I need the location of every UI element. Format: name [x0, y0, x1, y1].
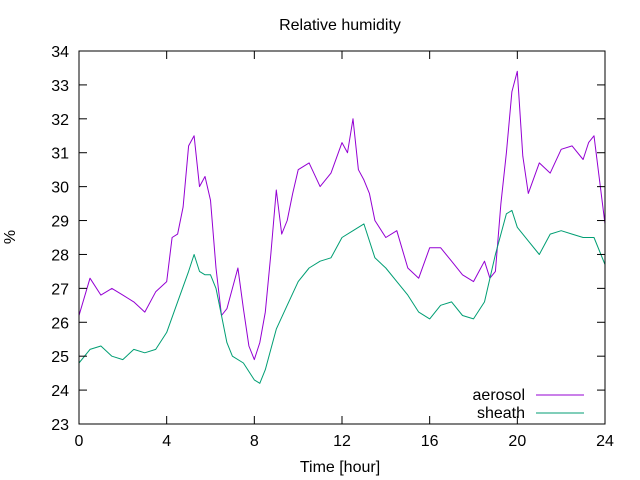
plot-frame — [78, 50, 606, 425]
x-tick-label: 24 — [596, 433, 614, 450]
y-tick-label: 23 — [51, 417, 69, 434]
y-tick-label: 24 — [51, 383, 69, 400]
y-tick-label: 33 — [51, 78, 69, 95]
x-tick-label: 20 — [508, 433, 526, 450]
y-tick-label: 34 — [51, 44, 69, 61]
y-axis-label: % — [2, 230, 19, 244]
x-tick-label: 8 — [250, 433, 259, 450]
y-tick-label: 30 — [51, 180, 69, 197]
y-tick-label: 32 — [51, 112, 69, 129]
legend: aerosol sheath — [473, 387, 584, 422]
y-tick-label: 25 — [51, 349, 69, 366]
x-tick-label: 12 — [333, 433, 351, 450]
y-tick-label: 27 — [51, 281, 69, 298]
series-layer — [78, 70, 606, 384]
y-tick-label: 26 — [51, 315, 69, 332]
y-tick-label: 31 — [51, 146, 69, 163]
tick-layer: 23 24 25 26 27 28 29 30 31 32 33 34 0 4 8 12 16 20 24 — [51, 44, 614, 450]
legend-label-aerosol: aerosol — [473, 387, 525, 404]
x-tick-label: 0 — [75, 433, 84, 450]
x-tick-label: 4 — [162, 433, 171, 450]
y-tick-label: 28 — [51, 247, 69, 264]
chart-title: Relative humidity — [279, 17, 401, 34]
y-tick-label: 29 — [51, 214, 69, 231]
legend-label-sheath: sheath — [477, 405, 525, 422]
x-tick-label: 16 — [421, 433, 439, 450]
series-line-aerosol — [78, 70, 606, 361]
x-axis-label: Time [hour] — [300, 459, 380, 476]
series-line-sheath — [78, 209, 606, 384]
